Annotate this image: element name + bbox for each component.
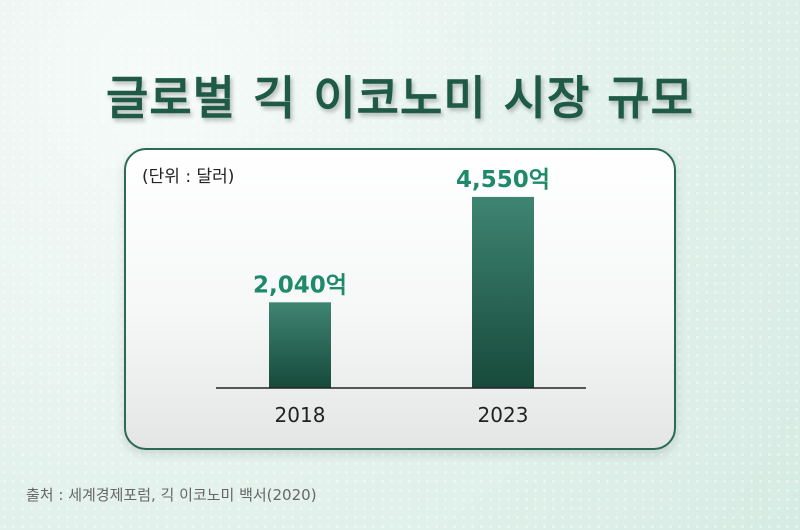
- page-title: 글로벌 긱 이코노미 시장 규모: [106, 71, 694, 125]
- unit-label: (단위 : 달러): [142, 167, 235, 187]
- source-note: 출처 : 세계경제포럼, 긱 이코노미 백서(2020): [26, 486, 317, 504]
- value-label-2023: 4,550억: [456, 167, 550, 193]
- bar-2018: [269, 302, 331, 388]
- x-tick-label-2023: 2023: [478, 403, 529, 427]
- bar-2023: [472, 196, 534, 388]
- x-tick-label-2018: 2018: [275, 403, 326, 427]
- bar-chart: 2,040억 2018 4,550억 2023: [216, 167, 586, 427]
- chart-panel: (단위 : 달러) 2,040억 2018 4,550억 2023: [124, 148, 676, 450]
- value-label-2018: 2,040억: [253, 272, 347, 298]
